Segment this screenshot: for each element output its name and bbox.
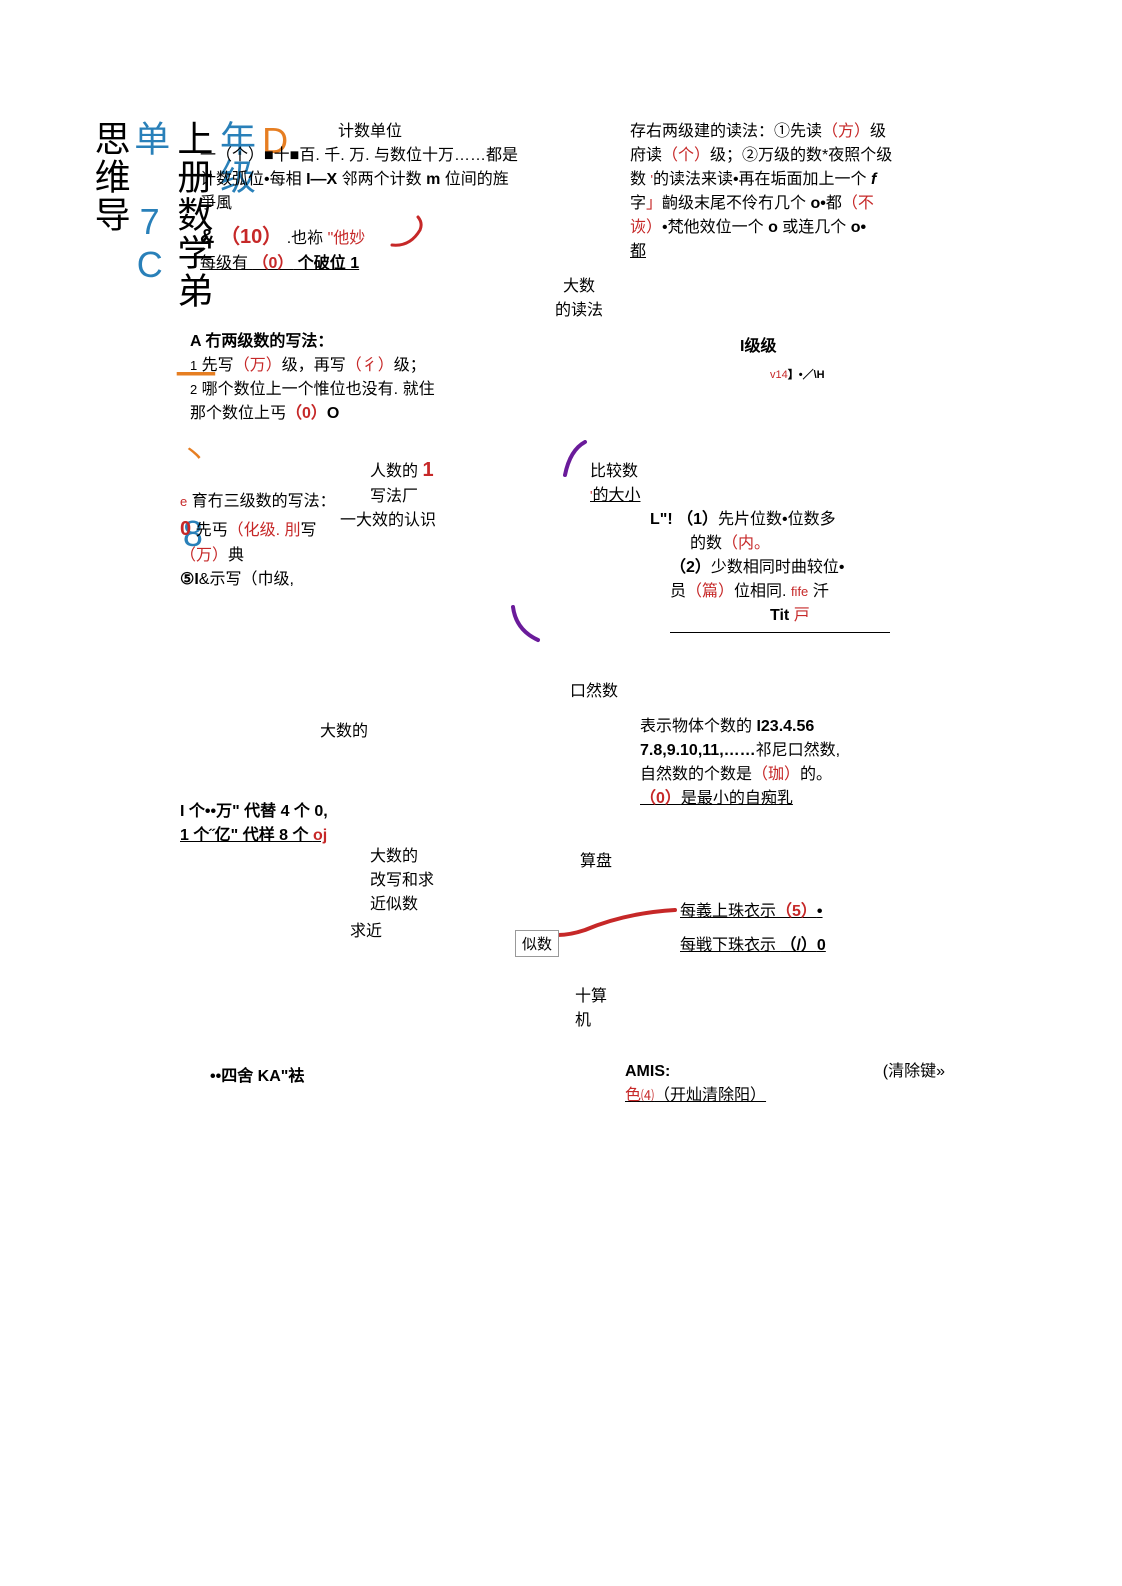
counting-unit-line1: 一（个）■十■百. 千. 万. 与数位十万……都是 bbox=[200, 144, 540, 168]
reading-line1: 存右两级建的读法：①先读（方）级 bbox=[630, 120, 940, 144]
red-connector bbox=[555, 905, 680, 945]
natural-line4: （0）是最小的自痴乳 bbox=[640, 787, 940, 811]
big-reading-label: 大数 的读法 bbox=[555, 275, 603, 323]
three-level-line3: （万）典 bbox=[180, 544, 400, 568]
two-level-line2: 2 哪个数位上一个惟位也没有. 就住 bbox=[190, 378, 490, 402]
three-level-line1: e 育冇三级数的写法： bbox=[180, 490, 400, 514]
reading-line4: 字」齣级末尾不伶冇几个 o•都（不 bbox=[630, 192, 940, 216]
three-level-write-block: e 育冇三级数的写法： 0 先丐（化级. 刖写 （万）典 ⑤I&示写（巾级, bbox=[180, 490, 400, 592]
calculator-label: 十算 机 bbox=[575, 985, 607, 1033]
level-sub: v14】•／\H bbox=[770, 367, 825, 384]
compare-underline bbox=[670, 632, 890, 633]
counting-unit-line3: 爭風 bbox=[200, 192, 540, 216]
replace-line1: I 个••万" 代替 4 个 0, bbox=[180, 800, 420, 824]
level-label: I级级 v14】•／\H bbox=[740, 335, 825, 384]
counting-unit-line2: 计数弧位•每相 I—X 邻两个计数 m 位间的旌 bbox=[200, 168, 540, 192]
title-7c: 7C bbox=[129, 201, 170, 287]
compare-block: 比较数 '的大小 L"! （1）先片位数•位数多 的数（内。 （2）少数相同时曲… bbox=[590, 460, 920, 633]
abacus-line2: 每戦下珠衣示 （/）0 bbox=[680, 934, 940, 958]
compare-line2: 的数（内。 bbox=[690, 532, 920, 556]
approx-label: 求近 bbox=[350, 920, 382, 944]
natural-line2: 7.8,9.10,11,……祁尼口然数, bbox=[640, 739, 940, 763]
reading-line6: 都 bbox=[630, 240, 940, 264]
natural-block: 表示物体个数的 I23.4.56 7.8,9.10,11,……祁尼口然数, 自然… bbox=[640, 715, 940, 811]
natural-line3: 自然数的个数是（珈）的。 bbox=[640, 763, 940, 787]
abacus-line1: 每義上珠衣示（5）• bbox=[680, 900, 940, 924]
title-mind: 思维导 bbox=[90, 120, 131, 234]
title-unit: 单 bbox=[129, 120, 170, 158]
reading-two-levels-block: 存右两级建的读法：①先读（方）级 府读（个）级；②万级的数*夜照个级 数 '的读… bbox=[630, 120, 940, 264]
rounding-label: ••四舍 KA"袪 bbox=[210, 1065, 304, 1089]
three-level-line4: ⑤I&示写（巾级, bbox=[180, 568, 400, 592]
counting-unit-block: 计数单位 一（个）■十■百. 千. 万. 与数位十万……都是 计数弧位•每相 I… bbox=[200, 120, 540, 276]
two-level-line1: 1 先写（万）级，再写（彳）级； bbox=[190, 354, 490, 378]
abacus-block: 每義上珠衣示（5）• 每戦下珠衣示 （/）0 bbox=[680, 900, 940, 958]
counting-unit-heading: 计数单位 bbox=[200, 120, 540, 144]
two-level-write-block: A 冇两级数的写法： 1 先写（万）级，再写（彳）级； 2 哪个数位上一个惟位也… bbox=[190, 330, 490, 426]
counting-unit-line5: 每级有 （0） 个破位 1 bbox=[200, 252, 540, 276]
three-level-line2: 0 先丐（化级. 刖写 bbox=[180, 514, 400, 544]
two-level-line3: 那个数位上丐（0）O bbox=[190, 402, 490, 426]
amis-line2: 色⑷（开灿清除阳） bbox=[625, 1084, 945, 1108]
replace-block: I 个••万" 代替 4 个 0, 1 个˝亿" 代样 8 个 oj bbox=[180, 800, 420, 848]
title-sep: 丶 bbox=[177, 440, 208, 470]
abacus-heading: 算盘 bbox=[580, 850, 612, 874]
rewrite-label: 大数的 改写和求 近似数 bbox=[370, 845, 434, 917]
big-label: 大数的 bbox=[320, 720, 368, 744]
amis-line1: AMIS: (清除键» bbox=[625, 1060, 945, 1084]
reading-line2: 府读（个）级；②万级的数*夜照个级 bbox=[630, 144, 940, 168]
compare-line1: L"! （1）先片位数•位数多 bbox=[650, 508, 920, 532]
compare-line3: （2）少数相同时曲较位• bbox=[670, 556, 920, 580]
reading-line3: 数 '的读法来读•再在垢面加上一个 f bbox=[630, 168, 940, 192]
approx-box: 似数 bbox=[515, 930, 559, 957]
amis-block: AMIS: (清除键» 色⑷（开灿清除阳） bbox=[625, 1060, 945, 1108]
two-level-heading: A 冇两级数的写法： bbox=[190, 330, 490, 354]
reading-line5: 诙）•梵他效位一个 o 或连几个 o• bbox=[630, 216, 940, 240]
natural-line1: 表示物体个数的 I23.4.56 bbox=[640, 715, 940, 739]
writing-line1: 人数的 1 bbox=[370, 455, 436, 485]
compare-label2: '的大小 bbox=[590, 484, 920, 508]
compare-label1: 比较数 bbox=[590, 460, 920, 484]
natural-heading: 口然数 bbox=[570, 680, 618, 704]
purple-curve-1 bbox=[560, 440, 590, 485]
purple-curve-2 bbox=[508, 605, 543, 650]
compare-line4: 员（篇）位相同. fife 汘 bbox=[670, 580, 920, 604]
compare-line5: Tit 戸 bbox=[770, 604, 920, 628]
red-swoosh-decoration bbox=[390, 215, 430, 245]
counting-unit-line4: & （10） .也袮 "他妙 bbox=[200, 222, 540, 252]
